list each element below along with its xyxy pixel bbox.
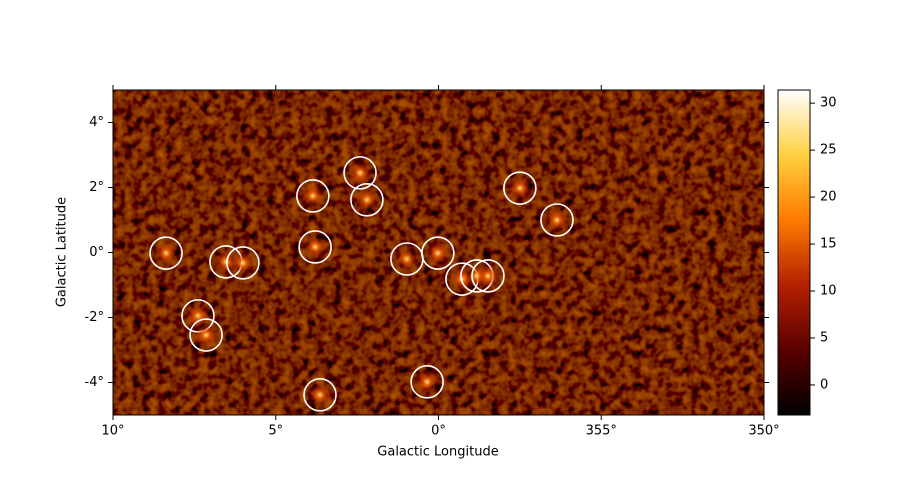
source-marker [421,236,455,270]
y-tick-label: 2° [89,180,104,195]
source-marker [149,236,183,270]
y-tick-label: -2° [85,310,104,325]
colorbar-tick-label: 30 [820,96,837,111]
x-tick-label: 355° [586,424,617,439]
source-glow [214,250,237,273]
x-tick-label: 5° [268,424,283,439]
source-marker [298,230,332,264]
source-marker [226,246,260,280]
source-glow [476,264,499,287]
source-marker [189,318,223,352]
source-glow [416,370,439,393]
source-marker [303,378,337,412]
source-glow [304,235,327,258]
source-glow [349,161,372,184]
source-glow [355,188,378,211]
x-tick-label: 10° [101,424,124,439]
source-glow [186,304,209,327]
source-marker [343,156,377,190]
source-marker [471,259,505,293]
source-glow [395,248,418,270]
colorbar-tick-label: 5 [820,330,828,345]
source-glow [545,209,568,231]
y-axis-label: Galactic Latitude [55,197,70,307]
source-marker [503,171,537,205]
y-tick-label: 4° [89,115,104,130]
source-glow [508,177,531,200]
source-marker [540,203,574,237]
source-glow [155,242,178,265]
y-tick-label: -4° [85,375,104,390]
colorbar-tick-label: 25 [820,143,837,158]
source-marker [296,179,330,213]
y-tick-label: 0° [89,245,104,260]
colorbar-tick-label: 10 [820,284,837,299]
x-tick-label: 350° [748,424,779,439]
x-tick-label: 0° [431,424,446,439]
source-glow [231,251,254,274]
source-marker [350,183,384,217]
colorbar-tick-label: 0 [820,377,828,392]
source-glow [426,242,449,265]
source-marker [410,365,444,399]
source-glow [309,383,332,406]
colorbar-tick-label: 20 [820,190,837,205]
x-axis-label: Galactic Longitude [377,445,498,460]
source-glow [195,324,218,347]
source-glow [301,184,324,207]
colorbar-tick-label: 15 [820,237,837,252]
colorbar [777,89,811,416]
